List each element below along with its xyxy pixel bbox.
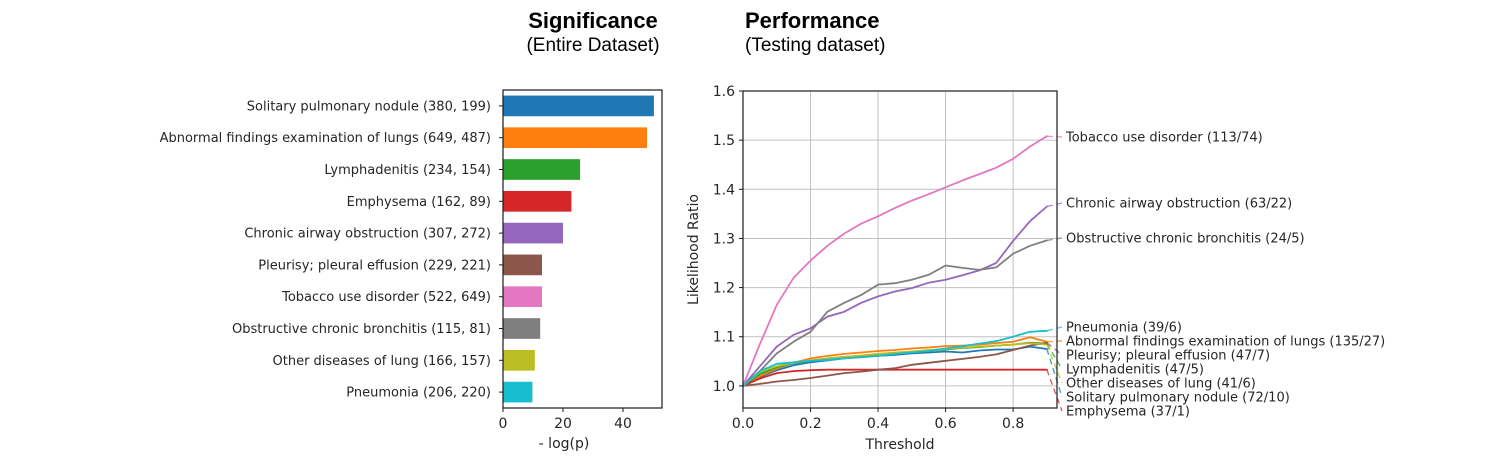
line-plot-border [742, 90, 1058, 409]
line-y-tick-label-6: 1.6 [713, 84, 735, 100]
line-x-axis-label: Threshold [865, 437, 935, 453]
category-label-7: Obstructive chronic bronchitis (115, 81) [232, 322, 491, 337]
series-leader-2 [1046, 343, 1063, 370]
series-line-3 [742, 368, 1048, 387]
series-label-0: Solitary pulmonary nodule (72/10) [1066, 391, 1290, 406]
category-label-4: Chronic airway obstruction (307, 272) [244, 227, 491, 242]
line-y-axis-label: Likelihood Ratio [686, 194, 702, 305]
bar-8 [503, 349, 535, 371]
series-leader-8 [1046, 344, 1063, 384]
series-line-7 [742, 239, 1048, 387]
category-label-2: Lymphadenitis (234, 154) [324, 163, 491, 178]
series-label-7: Obstructive chronic bronchitis (24/5) [1066, 232, 1305, 247]
line-x-tick-label-1: 0.2 [799, 416, 821, 432]
significance-bar-chart: Solitary pulmonary nodule (380, 199) Abno… [160, 89, 663, 452]
line-y-tick-label-3: 1.3 [713, 231, 735, 247]
bar-1 [503, 127, 647, 149]
series-line-9 [742, 329, 1048, 387]
performance-title-block: Performance (Testing dataset) [745, 8, 1065, 59]
performance-title: Performance [745, 8, 880, 33]
bar-5 [503, 254, 542, 276]
line-y-tick-label-0: 1.0 [713, 379, 735, 395]
series-leader-5 [1046, 342, 1063, 356]
line-x-tick-label-3: 0.6 [934, 416, 956, 432]
line-x-tick-label-2: 0.4 [867, 416, 889, 432]
series-leader-1 [1046, 340, 1063, 343]
series-label-1: Abnormal findings examination of lungs (… [1066, 335, 1385, 350]
series-label-8: Other diseases of lung (41/6) [1066, 377, 1256, 392]
series-label-3: Emphysema (37/1) [1066, 405, 1190, 420]
series-label-2: Lymphadenitis (47/5) [1066, 363, 1204, 378]
bar-9 [503, 381, 533, 403]
category-label-5: Pleurisy; pleural effusion (229, 221) [258, 258, 491, 273]
bar-3 [503, 190, 572, 212]
series-line-4 [742, 205, 1048, 387]
performance-line-chart: Solitary pulmonary nodule (72/10) Abnorma… [686, 84, 1385, 453]
category-label-6: Tobacco use disorder (522, 649) [281, 290, 491, 305]
category-label-0: Solitary pulmonary nodule (380, 199) [247, 99, 491, 114]
significance-title-block: Significance (Entire Dataset) [480, 8, 706, 59]
series-line-5 [742, 341, 1048, 387]
significance-subtitle: (Entire Dataset) [526, 35, 660, 57]
series-label-6: Tobacco use disorder (113/74) [1065, 131, 1263, 146]
line-y-tick-label-4: 1.4 [713, 182, 735, 198]
series-leader-6 [1046, 135, 1063, 138]
series-label-4: Chronic airway obstruction (63/22) [1066, 197, 1292, 212]
series-leader-0 [1046, 348, 1063, 398]
line-y-tick-label-5: 1.5 [713, 133, 735, 149]
x-tick-label-0: 0 [499, 416, 508, 432]
bar-7 [503, 318, 541, 339]
line-x-tick-label-4: 0.8 [1002, 416, 1024, 432]
x-tick-label-1: 20 [554, 416, 572, 432]
series-leader-9 [1046, 326, 1063, 332]
line-y-tick-label-1: 1.1 [713, 330, 735, 346]
series-leader-7 [1046, 237, 1063, 242]
significance-title: Significance [528, 8, 658, 33]
bar-0 [503, 95, 654, 117]
performance-subtitle: (Testing dataset) [745, 35, 886, 57]
category-label-9: Pneumonia (206, 220) [346, 386, 491, 401]
bar-plot-border [502, 89, 663, 409]
bar-2 [503, 159, 581, 180]
series-leader-4 [1046, 202, 1063, 208]
bar-4 [503, 222, 563, 244]
series-line-0 [742, 345, 1048, 387]
bar-x-axis-label: - log(p) [539, 436, 590, 452]
series-label-5: Pleurisy; pleural effusion (47/7) [1066, 349, 1270, 364]
bar-6 [503, 286, 542, 308]
series-label-9: Pneumonia (39/6) [1066, 321, 1182, 336]
series-line-6 [742, 135, 1048, 387]
line-y-tick-label-2: 1.2 [713, 281, 735, 297]
series-leader-3 [1046, 369, 1063, 412]
category-label-3: Emphysema (162, 89) [347, 195, 491, 210]
category-label-8: Other diseases of lung (166, 157) [273, 354, 492, 369]
category-label-1: Abnormal findings examination of lungs (… [160, 131, 491, 146]
x-tick-label-2: 40 [614, 416, 632, 432]
line-x-tick-label-0: 0.0 [732, 416, 754, 432]
